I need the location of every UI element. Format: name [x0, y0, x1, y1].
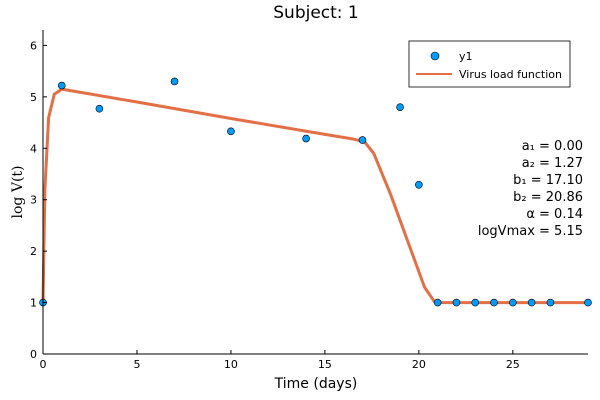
legend-marker-y1 — [430, 51, 440, 61]
y-tick-label: 3 — [30, 194, 37, 207]
data-point — [490, 298, 498, 307]
legend: y1 Virus load function — [408, 40, 571, 88]
legend-label-y1: y1 — [459, 50, 473, 63]
data-point — [433, 298, 442, 307]
parameter-annotations: a₁ = 0.00 a₂ = 1.27 b₁ = 17.10 b₂ = 20.8… — [478, 139, 583, 239]
chart-title: Subject: 1 — [273, 3, 359, 23]
x-tick-label: 10 — [224, 358, 238, 371]
param-b2: b₂ = 20.86 — [513, 190, 583, 205]
param-a2: a₂ = 1.27 — [522, 156, 583, 171]
y-tick-label: 5 — [30, 91, 37, 104]
data-point — [302, 134, 310, 143]
x-tick-label: 5 — [133, 358, 140, 371]
x-axis-label: Time (days) — [274, 376, 358, 392]
y-ticks: 0 1 2 3 4 5 6 — [30, 39, 47, 361]
y-tick-label: 2 — [30, 245, 37, 258]
legend-label-virus-load: Virus load function — [459, 68, 562, 81]
y-tick-label: 0 — [30, 348, 37, 361]
data-point — [358, 136, 367, 144]
y-tick-label: 4 — [30, 142, 37, 155]
data-point — [546, 298, 555, 307]
param-alpha: α = 0.14 — [526, 207, 583, 222]
legend-box — [408, 40, 571, 88]
y-tick-label: 1 — [30, 297, 37, 310]
data-point — [170, 77, 179, 86]
data-point — [396, 103, 404, 111]
data-point — [57, 81, 66, 90]
data-point — [471, 298, 480, 307]
y-axis-label: log V(t) — [10, 166, 26, 219]
param-a1: a₁ = 0.00 — [522, 139, 583, 154]
data-point — [584, 298, 592, 307]
param-b1: b₁ = 17.10 — [513, 173, 583, 188]
x-tick-label: 20 — [412, 358, 426, 371]
data-point — [509, 298, 517, 307]
data-point — [95, 104, 104, 113]
data-point — [415, 181, 423, 189]
y-tick-label: 6 — [30, 39, 37, 52]
param-logvmax: logVmax = 5.15 — [478, 224, 583, 239]
axes — [42, 30, 588, 355]
x-tick-label: 0 — [40, 358, 47, 371]
data-point — [227, 127, 235, 136]
plot-area — [39, 77, 592, 307]
data-point — [452, 298, 461, 307]
x-tick-label: 15 — [318, 358, 332, 371]
x-ticks: 0 5 10 15 20 25 — [40, 350, 520, 371]
data-point — [527, 298, 536, 307]
series-line-virus-load — [41, 87, 588, 305]
x-tick-label: 25 — [506, 358, 520, 371]
